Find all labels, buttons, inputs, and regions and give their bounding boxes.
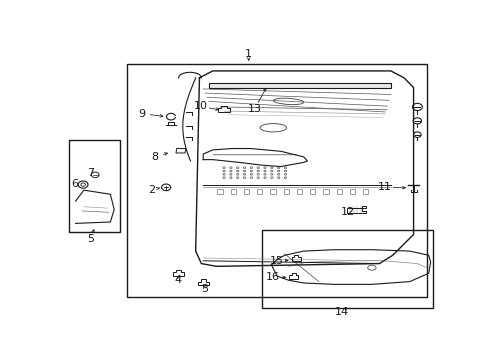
Text: 3: 3 bbox=[201, 284, 208, 294]
Text: 13: 13 bbox=[247, 104, 261, 114]
Bar bbox=[336, 189, 341, 194]
Text: 15: 15 bbox=[269, 256, 283, 266]
Bar bbox=[283, 189, 288, 194]
Bar bbox=[363, 189, 368, 194]
Bar bbox=[217, 189, 222, 194]
Text: 8: 8 bbox=[151, 152, 158, 162]
Bar bbox=[296, 189, 302, 194]
Text: 4: 4 bbox=[174, 275, 181, 285]
Bar bbox=[323, 189, 328, 194]
Text: 5: 5 bbox=[87, 234, 94, 244]
Bar bbox=[68, 140, 120, 232]
Text: 9: 9 bbox=[138, 109, 145, 118]
Text: 14: 14 bbox=[335, 307, 348, 317]
Bar bbox=[262, 230, 432, 308]
Text: 10: 10 bbox=[193, 102, 207, 111]
Bar bbox=[309, 189, 315, 194]
Bar bbox=[349, 189, 354, 194]
Bar bbox=[257, 189, 262, 194]
Bar bbox=[127, 64, 426, 297]
Bar bbox=[270, 189, 275, 194]
Text: 12: 12 bbox=[340, 207, 354, 217]
Text: 2: 2 bbox=[147, 185, 155, 194]
Text: 11: 11 bbox=[377, 183, 390, 192]
Bar bbox=[230, 189, 235, 194]
Text: 7: 7 bbox=[86, 168, 94, 179]
Text: 6: 6 bbox=[71, 179, 78, 189]
Bar bbox=[244, 189, 248, 194]
Text: 16: 16 bbox=[265, 273, 279, 283]
Text: 1: 1 bbox=[244, 49, 252, 59]
Polygon shape bbox=[208, 84, 390, 87]
